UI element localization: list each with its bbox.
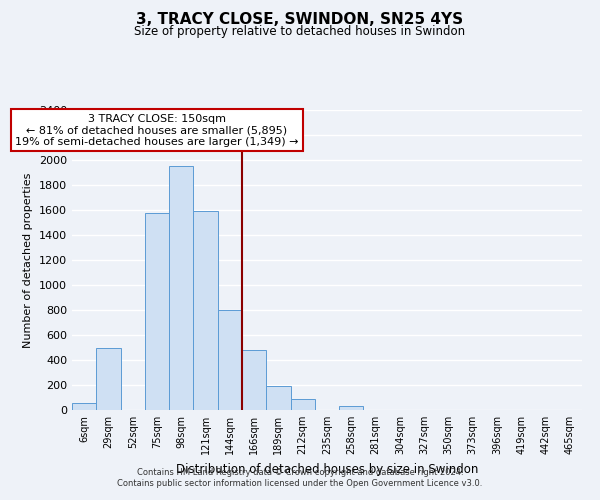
Bar bbox=[96, 348, 121, 410]
Text: Contains HM Land Registry data © Crown copyright and database right 2024.
Contai: Contains HM Land Registry data © Crown c… bbox=[118, 468, 482, 487]
Bar bbox=[193, 211, 218, 410]
Text: Size of property relative to detached houses in Swindon: Size of property relative to detached ho… bbox=[134, 25, 466, 38]
Y-axis label: Number of detached properties: Number of detached properties bbox=[23, 172, 34, 348]
Bar bbox=[145, 212, 169, 410]
X-axis label: Distribution of detached houses by size in Swindon: Distribution of detached houses by size … bbox=[176, 462, 478, 475]
Bar bbox=[218, 310, 242, 410]
Bar bbox=[242, 350, 266, 410]
Text: 3, TRACY CLOSE, SWINDON, SN25 4YS: 3, TRACY CLOSE, SWINDON, SN25 4YS bbox=[136, 12, 464, 28]
Bar bbox=[169, 166, 193, 410]
Bar bbox=[339, 406, 364, 410]
Bar bbox=[290, 399, 315, 410]
Text: 3 TRACY CLOSE: 150sqm
← 81% of detached houses are smaller (5,895)
19% of semi-d: 3 TRACY CLOSE: 150sqm ← 81% of detached … bbox=[15, 114, 299, 147]
Bar bbox=[72, 403, 96, 410]
Bar bbox=[266, 386, 290, 410]
